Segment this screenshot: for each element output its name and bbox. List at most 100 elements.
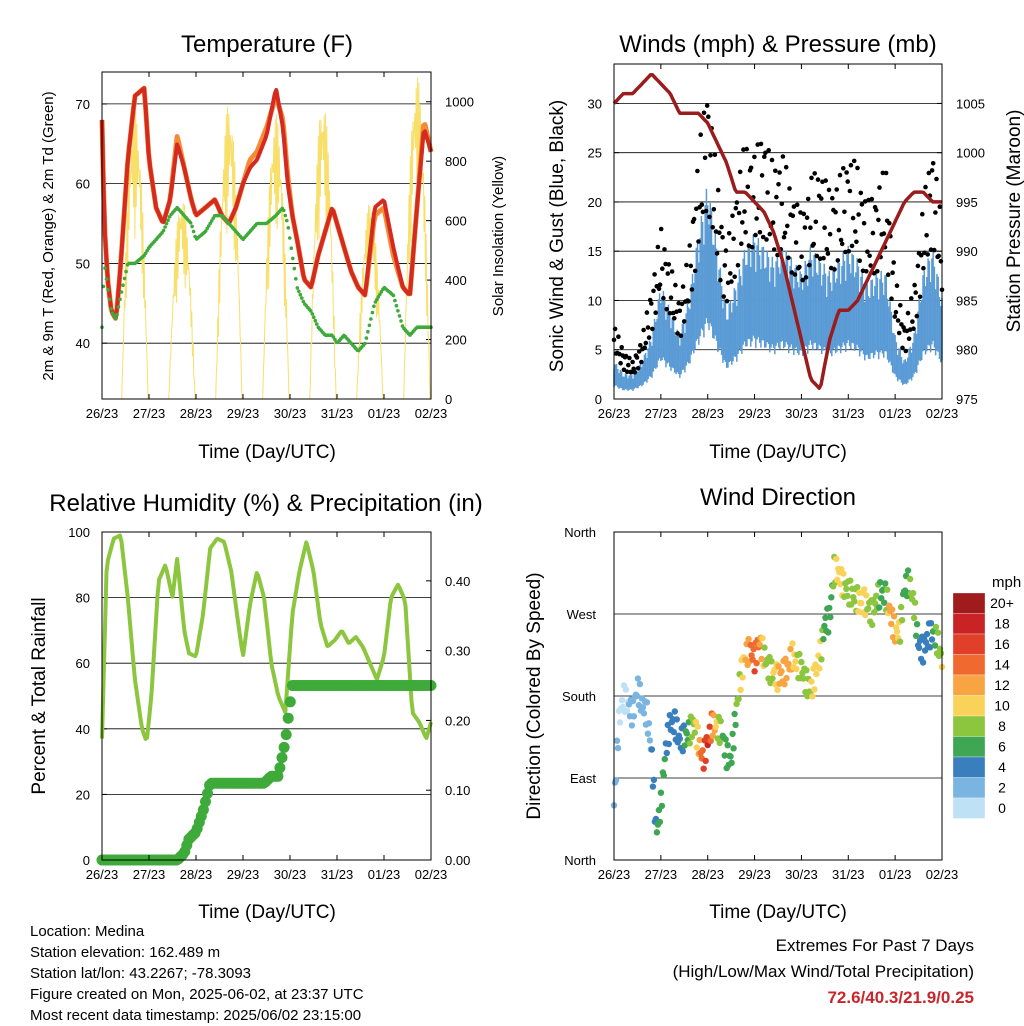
direction-point [876,604,883,611]
direction-point [774,686,781,694]
gust-point [681,319,687,324]
gust-point [660,266,665,272]
gust-point [906,336,912,342]
dewpoint-point [143,251,148,256]
gust-point [636,349,642,354]
winds-ytick-label: 10 [588,293,602,308]
gust-point [861,220,867,226]
direction-point [904,567,912,574]
gust-point [808,225,813,230]
humidity-xtick-label: 29/23 [227,867,260,882]
direction-point [827,613,834,621]
precip-point [282,712,294,724]
direction-point [709,732,716,739]
station-elevation: Station elevation: 162.489 m [30,944,221,961]
winds-y2tick-label: 1005 [956,96,985,111]
gust-point [812,171,817,176]
gust-point [822,225,827,230]
direction-point [898,617,906,624]
gust-point [718,277,723,283]
gust-point [695,168,700,174]
gust-point [664,306,669,312]
gust-point [926,170,932,176]
dewpoint-point [394,303,399,308]
direction-point [712,723,719,731]
direction-point [881,599,888,606]
dewpoint-point [103,266,107,271]
gust-point [635,366,641,371]
humidity-ytick-label: 20 [76,787,90,802]
station-info: Location: Medina Station elevation: 162.… [30,921,364,1026]
gust-point [642,345,647,351]
direction-point [657,789,665,796]
humidity-y2tick-label: 0.40 [445,574,470,589]
direction-point [727,753,734,760]
gust-point [869,196,875,202]
direction-point [792,658,799,665]
direction-point [722,736,729,743]
gust-point [692,268,698,274]
gust-point [880,170,886,176]
gust-point [787,186,792,191]
gust-point [730,213,735,219]
dewpoint-point [372,304,376,309]
winds-ytick-label: 5 [595,343,602,358]
winds-y2tick-label: 975 [956,392,978,407]
direction-point [751,668,758,675]
gust-point [731,236,736,242]
gust-point [815,177,821,182]
gust-point [707,214,712,220]
gust-point [855,165,860,171]
gust-point [794,202,800,208]
gust-point [677,308,683,314]
dewpoint-point [163,225,167,229]
gust-point [744,146,749,152]
gust-point [933,210,938,215]
temperature-xlabel: Time (Day/UTC) [198,442,336,463]
direction-point [889,606,896,613]
gust-point [917,294,923,300]
gust-point [684,262,689,268]
gust-point [914,313,920,319]
dewpoint-point [312,315,316,320]
dewpoint-point [106,287,110,292]
direction-point [862,611,869,619]
gust-point [814,253,820,259]
gust-point [854,239,859,245]
gust-point [856,212,861,217]
precip-point [200,796,211,808]
legend-swatch [952,592,986,614]
dewpoint-point [393,298,397,303]
direction-point [858,599,865,607]
direction-point [912,632,920,639]
solar-insolation-line [309,113,337,400]
solar-insolation-line [356,204,384,400]
direction-point [745,635,752,643]
winds-ytick-label: 20 [588,195,602,210]
gust-point [724,298,730,304]
temperature-title: Temperature (F) [181,31,353,58]
dewpoint-point [164,221,169,226]
direction-point [732,721,739,729]
gust-point [668,295,674,301]
gust-point [920,211,925,217]
humidity-ytick-label: 100 [68,525,90,540]
temperature-y2tick-label: 400 [445,273,467,288]
dewpoint-point [118,297,122,302]
humidity-y2tick-label: 0.00 [445,853,470,868]
gust-point [661,295,666,301]
gust-point [667,311,673,316]
gust-point [781,234,787,240]
gust-point [909,296,914,301]
gust-point [838,237,844,243]
gust-point [895,318,901,323]
legend-swatch [952,715,986,737]
gust-point [873,207,879,213]
dewpoint-point [396,309,400,313]
direction-point [673,716,680,723]
temperature-xtick-label: 26/23 [86,406,119,421]
direction-point [645,720,653,727]
gust-point [646,335,652,340]
humidity-xlabel: Time (Day/UTC) [198,902,336,923]
gust-point [739,241,744,246]
